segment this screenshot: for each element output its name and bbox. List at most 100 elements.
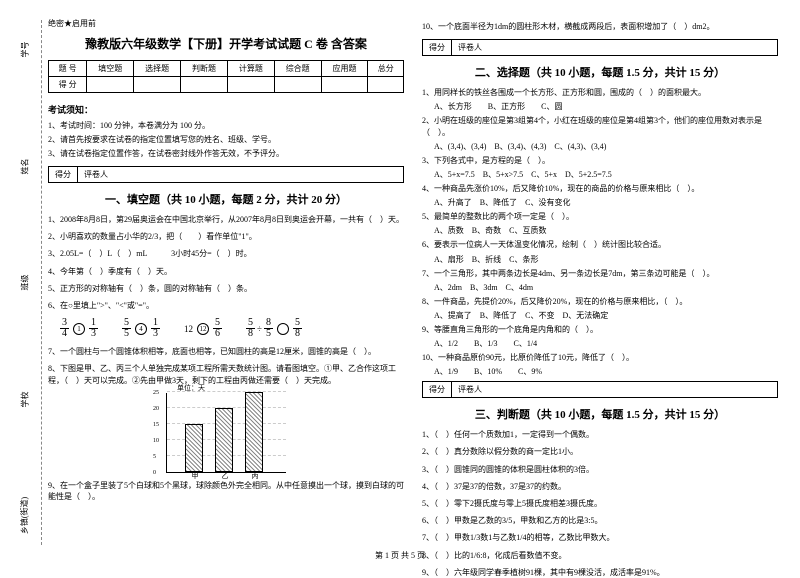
notice-2: 2、请首先按要求在试卷的指定位置填写您的姓名、班级、学号。 xyxy=(48,134,404,145)
yt15: 15 xyxy=(153,422,159,428)
th-num: 题 号 xyxy=(49,61,87,77)
bar-jia: 甲 xyxy=(185,424,203,472)
j4: 4、（ ）37是37的倍数，37是37的约数。 xyxy=(422,481,778,492)
c7: 7、一个三角形，其中两条边长是4dm、另一条边长是7dm，第三条边可能是（ ）。 xyxy=(422,268,778,279)
th-total: 总分 xyxy=(368,61,404,77)
yt0: 0 xyxy=(153,470,156,476)
circ3[interactable]: 12 xyxy=(197,323,209,335)
left-column: 绝密★启用前 豫教版六年级数学【下册】开学考试试题 C 卷 含答案 题 号 填空… xyxy=(48,18,404,553)
f4rd: 5 xyxy=(266,329,271,339)
c10o: A、1/9 B、10% C、9% xyxy=(434,366,778,377)
circ2[interactable]: 4 xyxy=(135,323,147,335)
j5: 5、（ ）零下2摄氏度与零上5摄氏度相差3摄氏度。 xyxy=(422,498,778,509)
j6: 6、（ ）甲数是乙数的3/5，甲数和乙方的比是3:5。 xyxy=(422,515,778,526)
c1: 1、用同样长的铁丝各围成一个长方形、正方形和圆，围成的（ ）的面积最大。 xyxy=(422,87,778,98)
c5: 5、最简单的整数比的两个项一定是（ ）。 xyxy=(422,211,778,222)
sh-score: 得分 xyxy=(49,167,78,182)
exam-title: 豫教版六年级数学【下册】开学考试试题 C 卷 含答案 xyxy=(48,35,404,52)
c4o: A、升高了 B、降低了 C、没有变化 xyxy=(434,197,778,208)
j3: 3、（ ）圆锥同的圆锥的体积是圆柱体积的3倍。 xyxy=(422,464,778,475)
c6o: A、扇形 B、折线 C、条形 xyxy=(434,254,778,265)
c3: 3、下列各式中，是方程的是（ ）。 xyxy=(422,155,778,166)
circ4[interactable] xyxy=(277,323,289,335)
f2d: 5 xyxy=(124,329,129,339)
margin-xuehao: 学号 xyxy=(19,42,30,58)
f4ed: 8 xyxy=(295,329,300,339)
th-app: 应用题 xyxy=(321,61,368,77)
c7o: A、2dm B、3dm C、4dm xyxy=(434,282,778,293)
margin-xingming: 姓名 xyxy=(19,158,30,174)
q6: 6、在○里填上">"、"<"或"="。 xyxy=(48,300,404,311)
th-fill: 填空题 xyxy=(87,61,134,77)
th-calc: 计算题 xyxy=(227,61,274,77)
score-table: 题 号 填空题 选择题 判断题 计算题 综合题 应用题 总分 得 分 xyxy=(48,60,404,93)
q5: 5、正方形的对称轴有（ ）条，圆的对称轴有（ ）条。 xyxy=(48,283,404,294)
f3n: 12 xyxy=(184,324,193,334)
q2: 2、小明喜欢的数量占小华的2/3，把（ ）看作单位"1"。 xyxy=(48,231,404,242)
sh3-grader: 评卷人 xyxy=(452,382,777,397)
bl1: 甲 xyxy=(186,471,204,481)
q3: 3、2.05L=（ ）L（ ）mL 3小时45分=（ ）时。 xyxy=(48,248,404,259)
right-column: 10、一个底面半径为1dm的圆柱形木材，横截成两段后，表面积增加了（ ）dm2。… xyxy=(422,18,778,553)
c3o: A、5+x=7.5 B、5+x>7.5 C、5+x D、5+2.5=7.5 xyxy=(434,169,778,180)
bl2: 乙 xyxy=(216,471,234,481)
q1: 1、2008年8月8日，第29届奥运会在中国北京举行，从2007年8月8日到奥运… xyxy=(48,214,404,225)
j7: 7、（ ）甲数1/3数1与乙数1/4的相等，乙数比甲数大。 xyxy=(422,532,778,543)
f4d: 8 xyxy=(248,329,253,339)
bar-yi: 乙 xyxy=(215,408,233,472)
margin-xuexiao: 学校 xyxy=(19,391,30,407)
c4: 4、一种商品先涨价10%，后又降价10%，现在的商品的价格与原来相比（ ）。 xyxy=(422,183,778,194)
th-comp: 综合题 xyxy=(274,61,321,77)
page-footer: 第 1 页 共 5 页 xyxy=(0,550,800,561)
margin-xiangzhen: 乡镇(街道) xyxy=(19,497,30,534)
section-head-1: 得分 评卷人 xyxy=(48,166,404,183)
yt20: 20 xyxy=(153,406,159,412)
c9o: A、1/2 B、1/3 C、1/4 xyxy=(434,338,778,349)
c10: 10、一种商品原价90元，比原价降低了10元，降低了（ ）。 xyxy=(422,352,778,363)
q10: 10、一个底面半径为1dm的圆柱形木材，横截成两段后，表面积增加了（ ）dm2。 xyxy=(422,21,778,32)
j1: 1、（ ）任何一个质数加1，一定得到一个偶数。 xyxy=(422,429,778,440)
secret-label: 绝密★启用前 xyxy=(48,18,404,29)
sh2-score: 得分 xyxy=(423,40,452,55)
sh-grader: 评卷人 xyxy=(78,167,403,182)
j9: 9、（ ）六年级同学春季植树91棵，其中有9棵没活，成活率是91%。 xyxy=(422,567,778,578)
q9: 9、在一个盒子里装了5个白球和5个黑球，球除颜色外完全相同。从中任意摸出一个球，… xyxy=(48,480,404,502)
bl3: 丙 xyxy=(246,471,264,481)
c1o: A、长方形 B、正方形 C、圆 xyxy=(434,101,778,112)
c6: 6、要表示一位病人一天体温变化情况，绘制（ ）统计图比较合适。 xyxy=(422,239,778,250)
yt10: 10 xyxy=(153,438,159,444)
q8: 8、下图是甲、乙、丙三个人单独完成某项工程所需天数统计图。请看图填空。①甲、乙合… xyxy=(48,363,404,385)
c2: 2、小明在班级的座位是第3组第4个，小红在班级的座位是第4组第3个，他们的座位用… xyxy=(422,115,778,137)
yt5: 5 xyxy=(153,454,156,460)
bar-chart: 单位：天 25 20 15 10 5 0 甲 乙 丙 xyxy=(166,393,286,473)
sh2-grader: 评卷人 xyxy=(452,40,777,55)
yt25: 25 xyxy=(153,390,159,396)
section1-title: 一、填空题（共 10 小题，每题 2 分，共计 20 分） xyxy=(48,191,404,207)
section-head-2: 得分 评卷人 xyxy=(422,39,778,56)
bar-bing: 丙 xyxy=(245,392,263,472)
notice-1: 1、考试时间：100 分钟，本卷满分为 100 分。 xyxy=(48,120,404,131)
row-score: 得 分 xyxy=(49,77,87,93)
circ1[interactable]: 1 xyxy=(73,323,85,335)
c8o: A、提高了 B、降低了 C、不变 D、无法确定 xyxy=(434,310,778,321)
c9: 9、等腰直角三角形的一个底角是内角和的（ ）。 xyxy=(422,324,778,335)
th-choice: 选择题 xyxy=(134,61,181,77)
margin-banji: 班级 xyxy=(19,275,30,291)
q4: 4、今年第（ ）季度有（ ）天。 xyxy=(48,266,404,277)
j2: 2、（ ）真分数除以假分数的商一定比1小。 xyxy=(422,446,778,457)
notice-3: 3、请在试卷指定位置作答，在试卷密封线外作答无效，不予评分。 xyxy=(48,148,404,159)
notice-title: 考试须知： xyxy=(48,103,404,116)
f1rd: 3 xyxy=(91,329,96,339)
c2o: A、(3,4)、(3,4) B、(3,4)、(4,3) C、(4,3)、(3,4… xyxy=(434,141,778,152)
section2-title: 二、选择题（共 10 小题，每题 1.5 分，共计 15 分） xyxy=(422,64,778,80)
frac-row: 34113 55413 121256 58÷8558 xyxy=(60,318,404,339)
c8: 8、一件商品，先提价20%，后又降价20%，现在的价格与原来相比，（ ）。 xyxy=(422,296,778,307)
f3rd: 6 xyxy=(215,329,220,339)
th-judge: 判断题 xyxy=(181,61,228,77)
q7: 7、一个圆柱与一个圆锥体积相等，底面也相等，已知圆柱的高是12厘米，圆锥的高是（… xyxy=(48,346,404,357)
f1d: 4 xyxy=(62,329,67,339)
f2rd: 3 xyxy=(153,329,158,339)
section-head-3: 得分 评卷人 xyxy=(422,381,778,398)
sh3-score: 得分 xyxy=(423,382,452,397)
c5o: A、质数 B、奇数 C、互质数 xyxy=(434,225,778,236)
